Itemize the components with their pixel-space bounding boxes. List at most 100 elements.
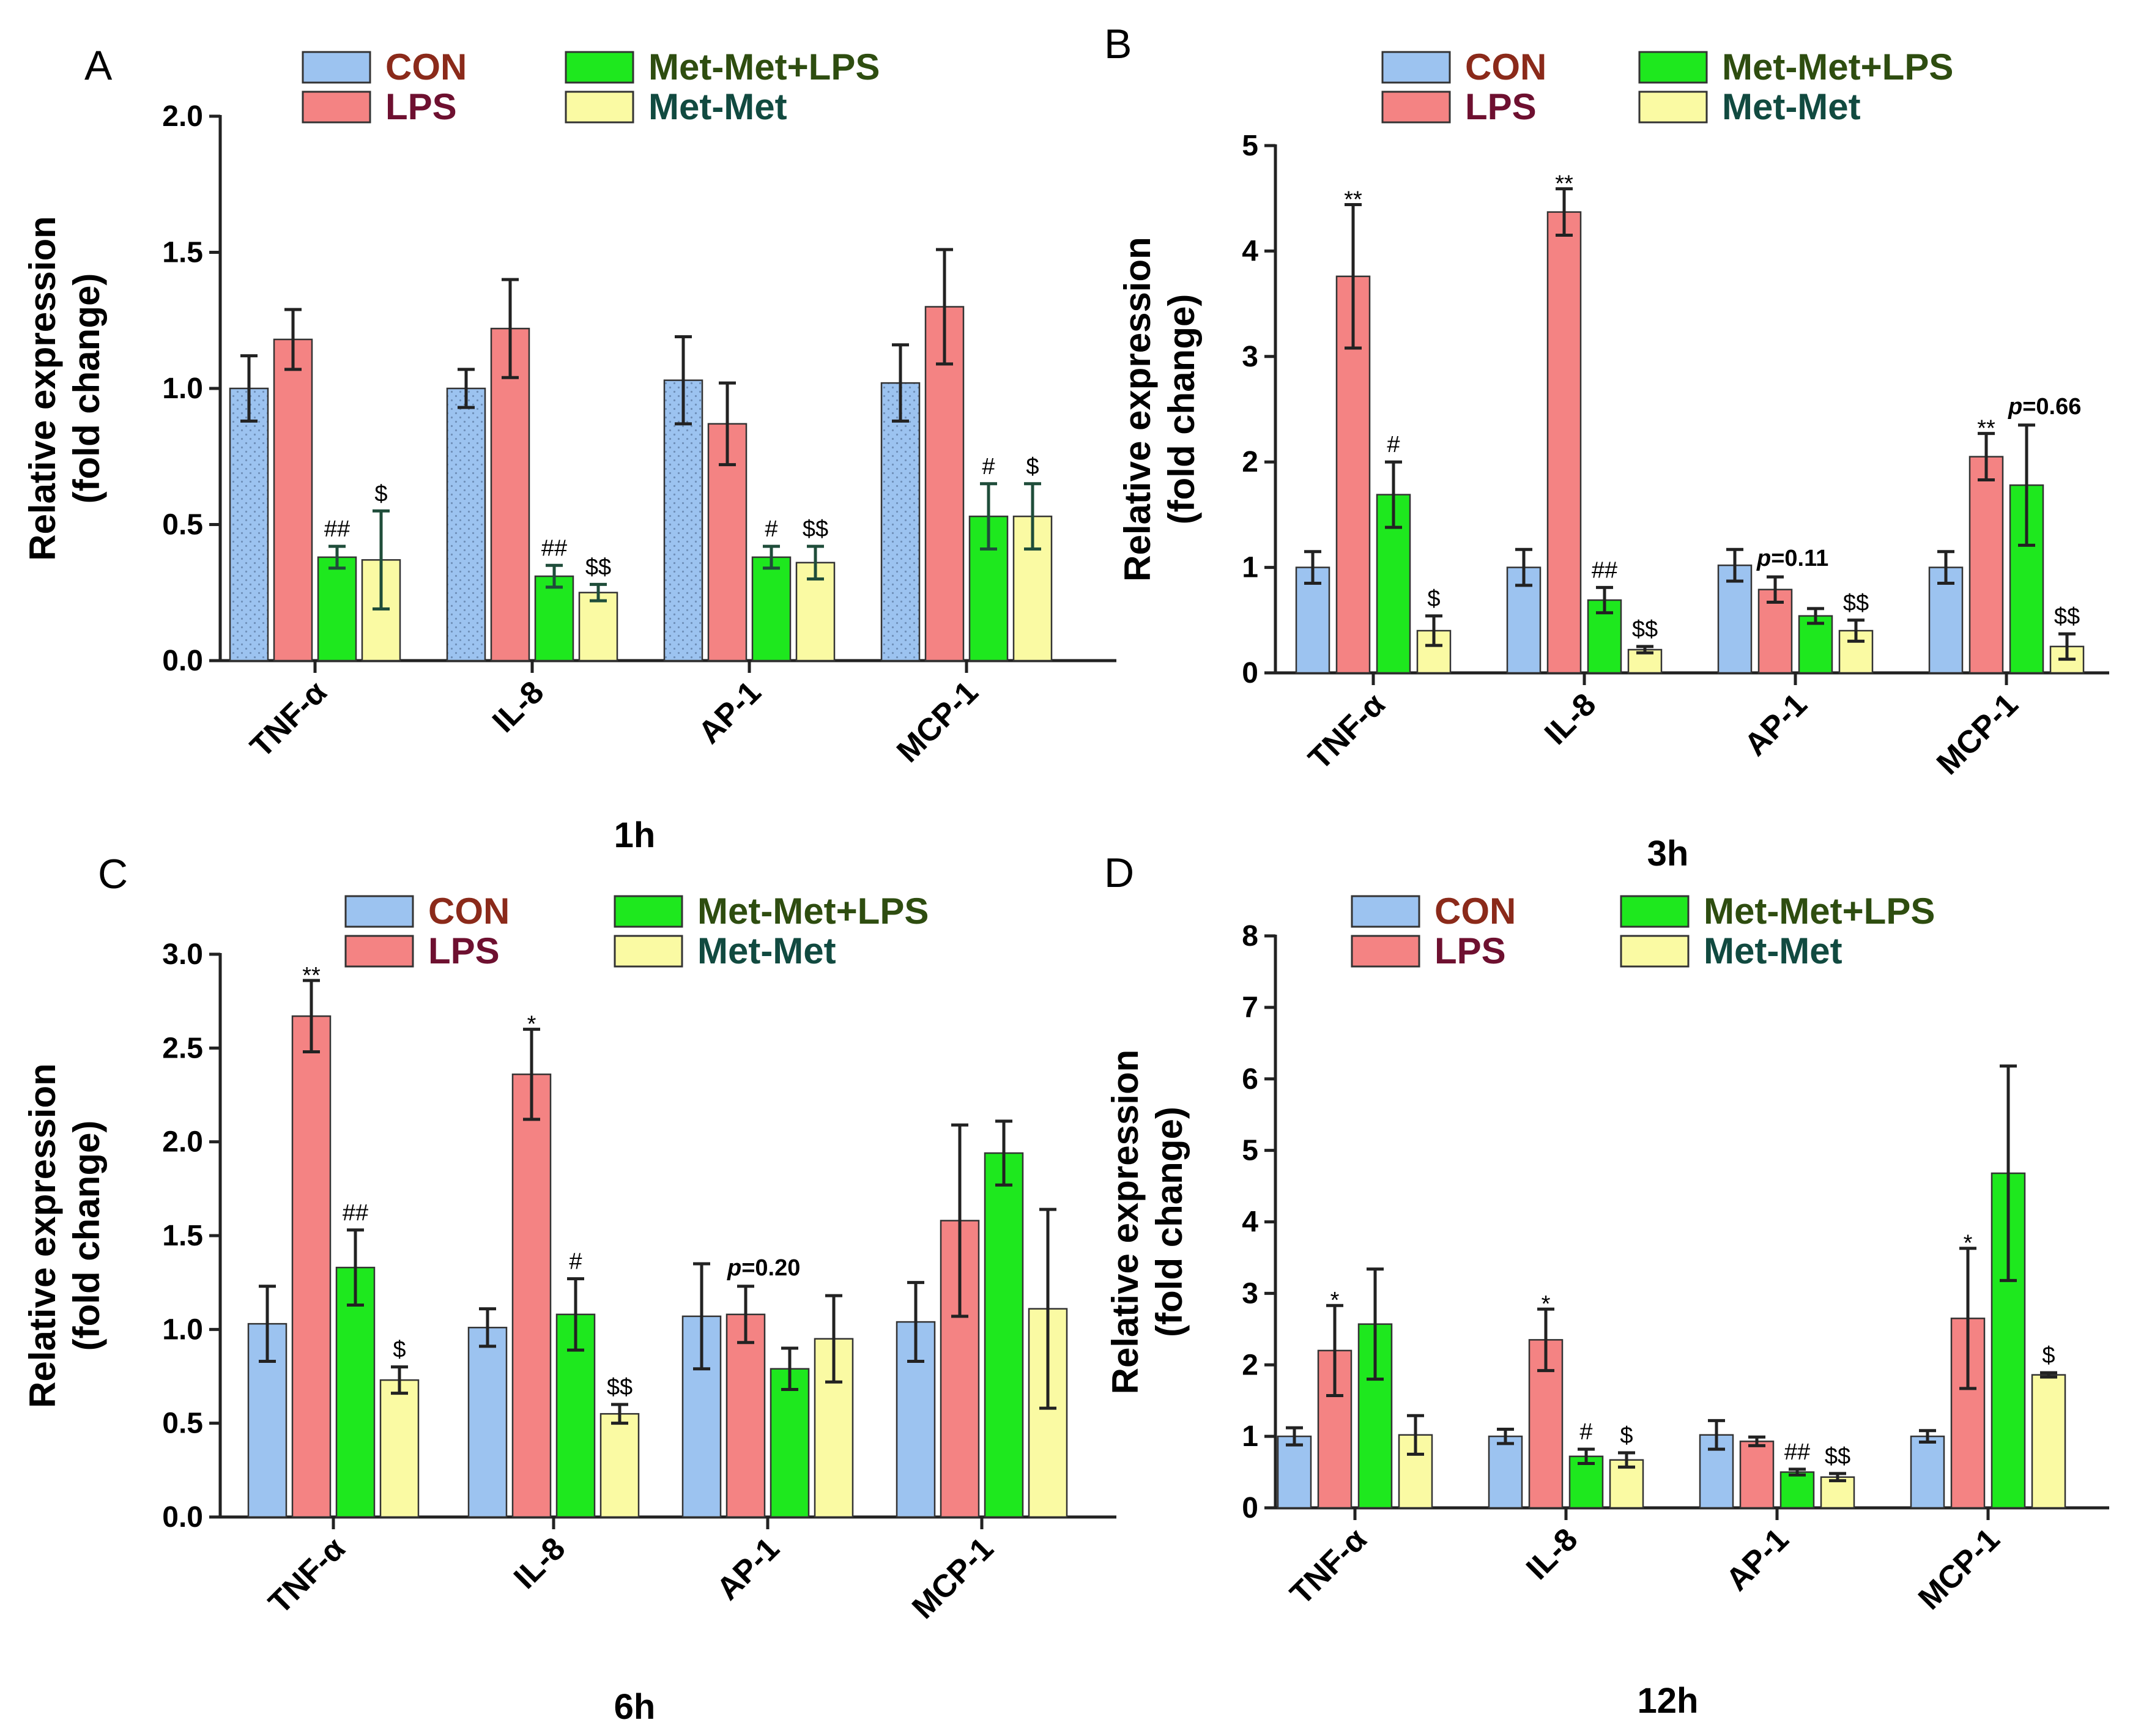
x-tick-label-group: MCP-1 — [1930, 686, 2025, 781]
significance-marker: # — [765, 516, 777, 542]
legend-label-lps: LPS — [1465, 86, 1537, 127]
bar-lps-tnf-alpha — [1335, 275, 1371, 674]
x-axis-title: 12h — [1638, 1681, 1699, 1721]
bar-lps-tnf-alpha — [291, 1015, 332, 1518]
y-tick-label: 0.0 — [162, 645, 203, 677]
y-axis-title-line2: (fold change) — [1149, 1107, 1190, 1337]
x-tick-label-il-8: IL-8 — [1519, 1521, 1584, 1586]
legend-label-metmet: Met-Met — [697, 930, 836, 971]
significance-marker: ** — [1977, 416, 1995, 442]
p-value-label: p=0.20 — [727, 1255, 800, 1281]
bar-con-mcp-1 — [1910, 1435, 1945, 1509]
legend-swatch-con — [344, 895, 414, 928]
y-axis-title-line1: Relative expression — [1105, 1050, 1146, 1395]
x-tick-label-group: AP-1 — [692, 674, 768, 751]
legend-label-metmet: Met-Met — [1704, 930, 1842, 971]
y-axis-title: Relative expression (fold change) — [22, 1063, 107, 1408]
bar-con-tnf-alpha — [1277, 1435, 1312, 1509]
x-tick-label-ap-1: AP-1 — [1720, 1521, 1796, 1598]
significance-marker: ## — [324, 516, 350, 542]
x-axis-title: 6h — [614, 1687, 656, 1727]
y-tick-label: 1.0 — [162, 1313, 203, 1346]
legend-swatch-metmet — [1620, 935, 1690, 968]
legend-swatch-con — [1381, 51, 1451, 84]
bar-con-tnf-alpha — [229, 387, 269, 662]
x-tick-label-group: IL-8 — [1538, 686, 1603, 751]
p-value-italic: p — [727, 1255, 741, 1281]
significance-marker: * — [527, 1012, 536, 1037]
legend-swatch-metmet-lps — [1620, 895, 1690, 928]
bar-lps-ap-1 — [725, 1313, 766, 1518]
p-value-label: p=0.66 — [2008, 394, 2081, 420]
bar-lps-il-8 — [490, 327, 530, 662]
p-value-italic: p — [2008, 394, 2022, 420]
legend-swatch-lps — [1351, 935, 1420, 968]
legend-swatch-con — [1351, 895, 1420, 928]
x-tick-label-tnf-alpha: TNF-α — [1283, 1521, 1373, 1611]
y-axis-title-line1: Relative expression — [22, 1063, 63, 1408]
x-tick-label-group: MCP-1 — [1912, 1521, 2006, 1616]
y-tick-label: 0.0 — [162, 1501, 203, 1534]
y-tick-label: 0 — [1242, 657, 1258, 689]
legend-label-metmet: Met-Met — [648, 86, 787, 127]
y-tick-label: 2.0 — [162, 100, 203, 133]
bar-con-ap-1 — [663, 379, 703, 662]
legend-swatch-metmet — [614, 935, 683, 968]
y-axis-title-line2: (fold change) — [66, 1121, 107, 1351]
p-value-number: =0.66 — [2022, 394, 2081, 420]
bar-lps-il-8 — [511, 1074, 552, 1518]
bar-con-mcp-1 — [880, 382, 921, 662]
bar-con-mcp-1 — [1928, 566, 1964, 674]
significance-marker: * — [1330, 1288, 1340, 1313]
y-axis-title-line1: Relative expression — [22, 216, 63, 561]
x-tick-label-tnf-alpha: TNF-α — [1302, 686, 1392, 776]
legend-label-lps: LPS — [1434, 930, 1506, 971]
x-tick-label-group: TNF-α — [262, 1530, 352, 1620]
significance-marker: ** — [302, 963, 321, 989]
significance-marker: ** — [1555, 171, 1573, 197]
x-tick-label-mcp-1: MCP-1 — [890, 674, 985, 769]
legend-swatch-lps — [302, 91, 371, 124]
y-tick-label: 3 — [1242, 341, 1258, 373]
x-tick-label-ap-1: AP-1 — [1738, 686, 1814, 763]
x-tick-label-group: IL-8 — [1519, 1521, 1584, 1586]
bar-metmet-ap-1 — [1820, 1476, 1855, 1509]
panel-letter: A — [84, 42, 113, 89]
legend-swatch-metmet-lps — [565, 51, 634, 84]
y-tick-label: 4 — [1242, 235, 1258, 267]
x-tick-label-il-8: IL-8 — [486, 674, 551, 739]
x-tick-label-group: IL-8 — [507, 1530, 572, 1595]
significance-marker: $$ — [1843, 590, 1869, 616]
bar-lps-mcp-1 — [1968, 456, 2004, 674]
panel-a: A 0.0 0.5 1.0 1.5 2.0 Relative expression (fold… — [22, 42, 1116, 855]
significance-marker: $ — [374, 481, 387, 506]
bar-metmet-lps-ap-1 — [751, 556, 792, 662]
legend-label-con: CON — [1465, 46, 1546, 87]
bar-metmet-lps-ap-1 — [770, 1368, 810, 1518]
x-tick-label-tnf-alpha: TNF-α — [243, 674, 333, 764]
bar-con-tnf-alpha — [1295, 566, 1330, 674]
x-tick-label-group: TNF-α — [1302, 686, 1392, 776]
p-value-number: =0.20 — [741, 1255, 800, 1281]
x-tick-label-group: AP-1 — [710, 1530, 787, 1607]
significance-marker: # — [982, 454, 995, 480]
x-tick-label-mcp-1: MCP-1 — [1912, 1521, 2006, 1616]
x-tick-label-group: AP-1 — [1738, 686, 1814, 763]
y-tick-label: 0.5 — [162, 1408, 203, 1440]
y-axis-title: Relative expression (fold change) — [22, 216, 107, 561]
bar-con-il-8 — [467, 1327, 508, 1518]
x-tick-label-group: IL-8 — [486, 674, 551, 739]
significance-marker: * — [1542, 1291, 1551, 1317]
x-tick-label-group: TNF-α — [1283, 1521, 1373, 1611]
bar-metmet-lps-tnf-alpha — [317, 556, 357, 662]
y-tick-label: 5 — [1242, 1135, 1258, 1167]
significance-marker: $ — [393, 1337, 406, 1363]
legend-swatch-lps — [1381, 91, 1451, 124]
significance-marker: $ — [1427, 586, 1440, 612]
x-tick-label-group: TNF-α — [243, 674, 333, 764]
legend-swatch-metmet-lps — [614, 895, 683, 928]
